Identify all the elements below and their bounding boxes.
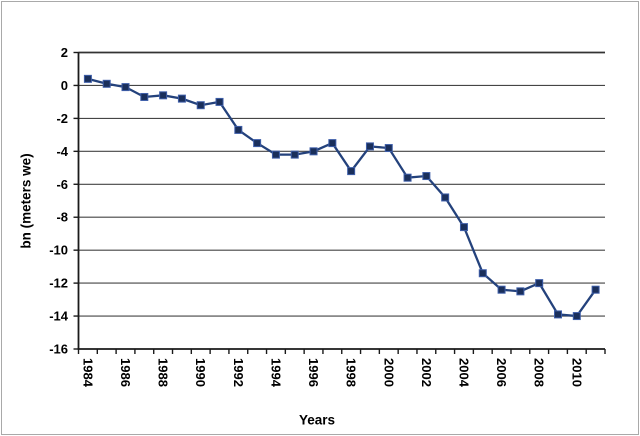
data-point	[459, 223, 468, 232]
x-tick-label-group: 1998	[344, 358, 359, 387]
x-tick-label-group: 1986	[118, 358, 133, 387]
x-tick-label: 1994	[268, 358, 283, 388]
y-axis-tick-labels: 2 0 -2 -4 -6 -8 -10 -12 -14 -16	[49, 45, 69, 357]
x-tick-label: 2010	[569, 358, 584, 387]
x-tick-label-group: 2002	[419, 358, 434, 387]
data-point	[441, 193, 450, 202]
x-tick-label: 2008	[532, 358, 547, 387]
y-axis-title: bn (meters we)	[19, 153, 34, 248]
y-tick-label: -10	[49, 243, 68, 258]
y-tick-label: -8	[56, 210, 68, 225]
x-tick-label-group: 2006	[494, 358, 509, 387]
data-point	[271, 150, 280, 159]
y-tick-label: 2	[61, 45, 68, 60]
x-tick-label: 1984	[80, 358, 95, 388]
data-point	[253, 139, 262, 148]
data-point	[140, 92, 149, 101]
x-tick-label-group: 1994	[268, 358, 283, 388]
x-tick-label: 1992	[231, 358, 246, 387]
x-tick-label: 2004	[456, 358, 471, 388]
y-tick-label: -6	[56, 177, 68, 192]
x-tick-label: 2006	[494, 358, 509, 387]
x-tick-label: 1996	[306, 358, 321, 387]
x-tick-label: 2002	[419, 358, 434, 387]
x-tick-label-group: 1990	[193, 358, 208, 387]
x-axis-tick-labels: 1984 1986 1988 1990 1992 1994 1996 1998 2000 2002…	[80, 358, 584, 388]
x-tick-label-group: 2004	[456, 358, 471, 388]
data-series	[83, 74, 600, 321]
x-tick-label: 1990	[193, 358, 208, 387]
series-line	[87, 77, 597, 318]
y-tick-label: -2	[56, 111, 68, 126]
data-point	[516, 287, 525, 296]
x-tick-label-group: 1988	[156, 358, 171, 387]
data-point	[365, 142, 374, 151]
x-tick-label-group: 1984	[80, 358, 95, 388]
data-point	[290, 150, 299, 159]
x-tick-label: 1998	[344, 358, 359, 387]
x-tick-label-group: 1992	[231, 358, 246, 387]
data-point	[497, 285, 506, 294]
x-tick-label: 1986	[118, 358, 133, 387]
data-point	[403, 173, 412, 182]
data-point	[422, 172, 431, 181]
x-tick-label: 2000	[381, 358, 396, 387]
data-point	[215, 97, 224, 106]
data-point	[347, 167, 356, 176]
x-tick-label-group: 1996	[306, 358, 321, 387]
x-tick-label: 1988	[156, 358, 171, 387]
x-axis-ticks	[77, 349, 606, 354]
y-tick-label: -12	[49, 276, 68, 291]
x-tick-label-group: 2008	[532, 358, 547, 387]
y-tick-label: -16	[49, 342, 68, 357]
data-point	[177, 94, 186, 103]
x-tick-label-group: 2000	[381, 358, 396, 387]
data-point	[553, 310, 562, 319]
data-point	[309, 147, 318, 156]
data-point	[159, 91, 168, 100]
data-point	[384, 144, 393, 153]
y-tick-label: -14	[49, 309, 69, 324]
data-point	[234, 125, 243, 134]
data-point	[121, 83, 130, 92]
data-point	[328, 139, 337, 148]
data-point	[591, 285, 600, 294]
data-point	[83, 74, 92, 83]
data-point	[196, 101, 205, 110]
data-point	[572, 312, 581, 321]
data-point	[535, 279, 544, 288]
x-tick-label-group: 2010	[569, 358, 584, 387]
y-tick-label: 0	[61, 78, 68, 93]
data-point	[478, 269, 487, 278]
gridlines	[78, 51, 605, 317]
y-tick-label: -4	[56, 144, 68, 159]
y-axis-ticks	[73, 51, 79, 350]
x-axis-title: Years	[299, 413, 335, 428]
data-point	[102, 79, 111, 88]
